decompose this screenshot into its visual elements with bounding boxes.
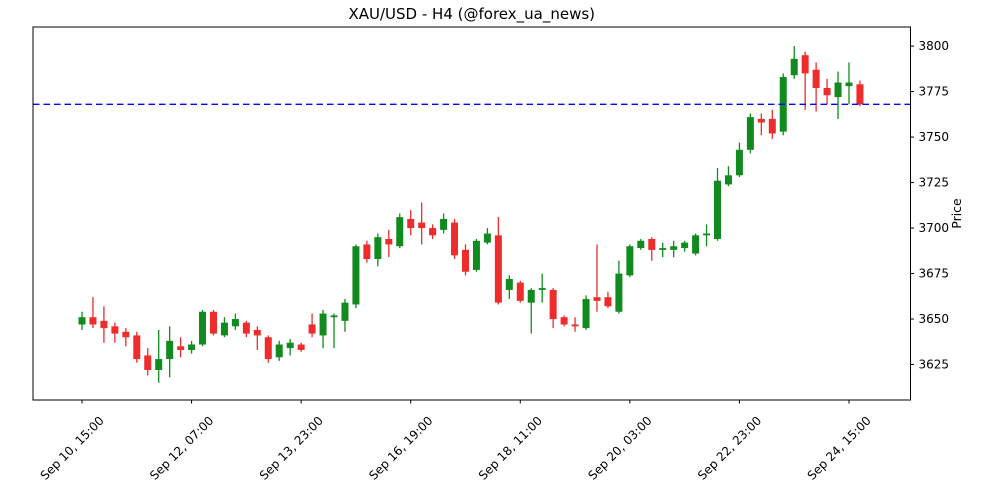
candle-body-down xyxy=(242,322,250,334)
candle-body-down xyxy=(801,55,809,74)
candle-body-down xyxy=(856,84,864,105)
candle-body-up xyxy=(692,235,700,254)
candle-body-down xyxy=(133,335,141,360)
candle-body-up xyxy=(396,217,404,247)
y-tick-label: 3625 xyxy=(919,358,950,372)
candle-body-up xyxy=(220,322,228,336)
candle-body-up xyxy=(538,288,546,290)
y-axis: 3800 3775 3750 3725 3700 3675 3650 3625 xyxy=(910,39,950,372)
candle-body-up xyxy=(735,149,743,176)
candle-body-up xyxy=(188,344,196,350)
candle-body-down xyxy=(253,329,261,336)
candle-body-up xyxy=(626,246,634,276)
plot-border xyxy=(32,26,911,401)
candle-body-up xyxy=(155,359,163,370)
y-tick-label: 3750 xyxy=(919,130,950,144)
candle-body-up xyxy=(659,248,667,250)
candle-body-down xyxy=(122,331,130,338)
candles-group xyxy=(78,46,864,383)
candle-body-up xyxy=(472,240,480,270)
candle-body-down xyxy=(812,69,820,88)
candle-body-down xyxy=(100,320,108,329)
y-axis-title: Price xyxy=(949,198,964,229)
candle-body-up xyxy=(78,317,86,325)
y-tick-label: 3700 xyxy=(919,221,950,235)
candle-body-down xyxy=(768,118,776,134)
candle-body-down xyxy=(516,282,524,301)
y-tick-label: 3675 xyxy=(919,267,950,281)
candle-body-up xyxy=(582,299,590,329)
candle-body-up xyxy=(670,246,678,250)
y-tick-label: 3800 xyxy=(919,39,950,53)
candle-body-down xyxy=(757,118,765,123)
plot-frame-group xyxy=(32,26,911,401)
candle-body-down xyxy=(560,317,568,325)
candle-body-up xyxy=(637,240,645,249)
candle-body-up xyxy=(790,58,798,76)
candle-body-up xyxy=(374,237,382,259)
candle-body-down xyxy=(209,311,217,334)
candle-body-up xyxy=(834,82,842,98)
candle-body-down xyxy=(111,326,119,334)
candle-body-down xyxy=(451,222,459,256)
candle-body-down xyxy=(407,218,415,229)
candle-body-up xyxy=(746,117,754,150)
candle-body-down xyxy=(264,337,272,360)
candle-body-down xyxy=(823,87,831,96)
candle-body-down xyxy=(429,228,437,236)
candle-body-up xyxy=(341,302,349,321)
candle-body-down xyxy=(571,324,579,327)
candle-body-up xyxy=(681,242,689,249)
candle-body-down xyxy=(418,222,426,229)
candle-body-up xyxy=(615,273,623,312)
candle-body-up xyxy=(286,342,294,349)
y-tick-label: 3725 xyxy=(919,176,950,190)
candle-body-up xyxy=(527,289,535,303)
candle-body-up xyxy=(319,313,327,336)
candle-body-down xyxy=(297,344,305,350)
candle-body-up xyxy=(275,344,283,358)
candle-body-down xyxy=(494,235,502,303)
candle-body-up xyxy=(703,233,711,236)
candle-body-up xyxy=(845,82,853,87)
chart-title: XAU/USD - H4 (@forex_ua_news) xyxy=(348,5,595,24)
candle-body-down xyxy=(308,324,316,334)
candle-body-up xyxy=(440,218,448,230)
candle-body-down xyxy=(648,238,656,250)
candle-body-down xyxy=(549,289,557,320)
candle-body-up xyxy=(166,340,174,360)
candle-body-up xyxy=(352,246,360,305)
candle-body-down xyxy=(177,346,185,350)
candle-body-down xyxy=(461,249,469,272)
y-tick-label: 3775 xyxy=(919,85,950,99)
candle-body-up xyxy=(483,233,491,243)
candle-body-up xyxy=(199,311,207,345)
candle-body-up xyxy=(330,315,338,318)
candle-body-down xyxy=(385,238,393,245)
candle-body-down xyxy=(363,244,371,259)
candle-body-up xyxy=(724,175,732,185)
candle-body-up xyxy=(505,279,513,290)
y-tick-label: 3650 xyxy=(919,312,950,326)
candle-body-up xyxy=(714,180,722,239)
candle-body-down xyxy=(593,297,601,301)
candle-body-up xyxy=(231,319,239,327)
candle-body-down xyxy=(604,297,612,307)
candle-body-down xyxy=(89,317,97,325)
candle-body-down xyxy=(144,355,152,370)
